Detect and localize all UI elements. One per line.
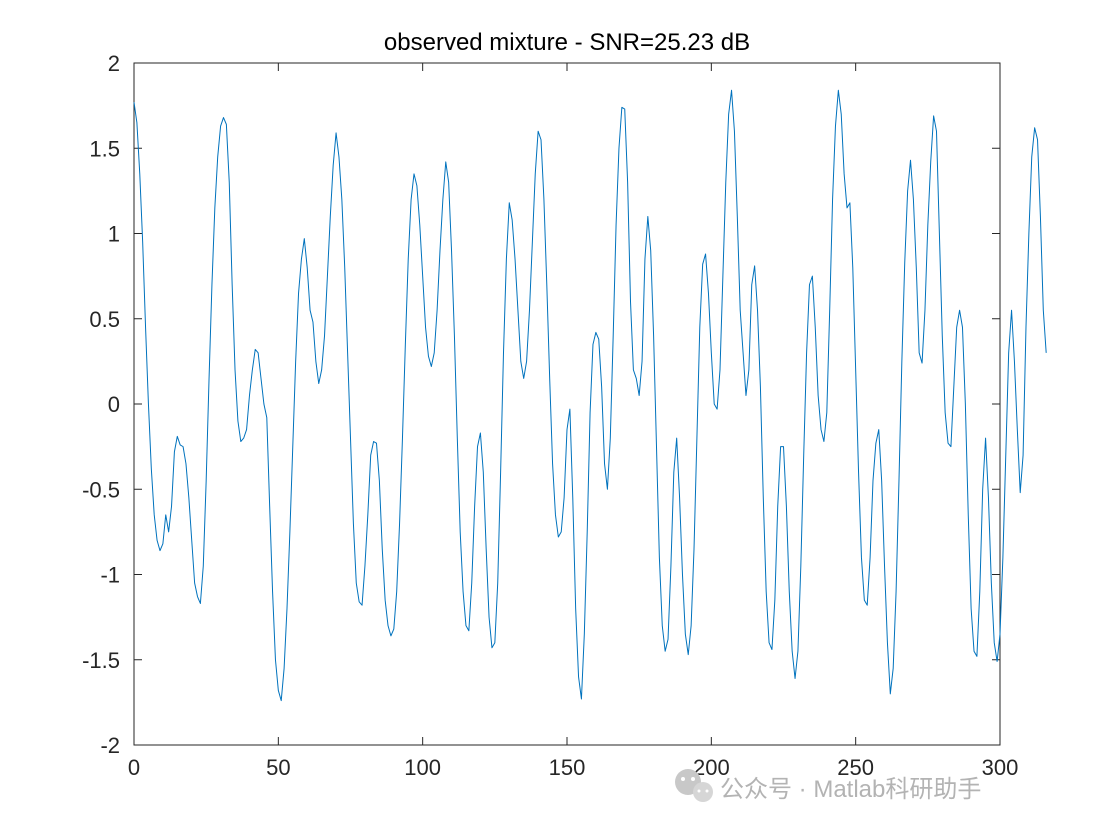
x-tick-label: 300: [982, 755, 1019, 780]
wechat-icon: [675, 769, 713, 802]
y-tick-label: -2: [100, 733, 120, 758]
plot-area: [133, 62, 1001, 746]
x-tick-label: 100: [404, 755, 441, 780]
series-line-1: [133, 89, 1047, 702]
x-tick-labels: 0 50 100 150 200 250 300: [128, 755, 1018, 780]
x-tick-label: 50: [266, 755, 290, 780]
y-tick-label: -1.5: [82, 648, 120, 673]
chart-title: observed mixture - SNR=25.23 dB: [384, 29, 750, 56]
y-tick-label: 2: [108, 51, 120, 76]
y-tick-label: -1: [100, 563, 120, 588]
x-tick-label: 150: [549, 755, 586, 780]
axis-ticks: [133, 62, 1001, 746]
series-group: [133, 89, 1047, 702]
y-tick-label: -0.5: [82, 477, 120, 502]
y-tick-label: 0.5: [89, 307, 120, 332]
x-tick-label: 0: [128, 755, 140, 780]
y-tick-labels: -2 -1.5 -1 -0.5 0 0.5 1 1.5 2: [82, 51, 120, 758]
y-tick-label: 1.5: [89, 136, 120, 161]
watermark: 公众号 · Matlab科研助手: [675, 769, 981, 803]
y-tick-label: 0: [108, 392, 120, 417]
y-tick-label: 1: [108, 222, 120, 247]
watermark-text: 公众号 · Matlab科研助手: [720, 776, 981, 803]
x-tick-label: 250: [837, 755, 874, 780]
